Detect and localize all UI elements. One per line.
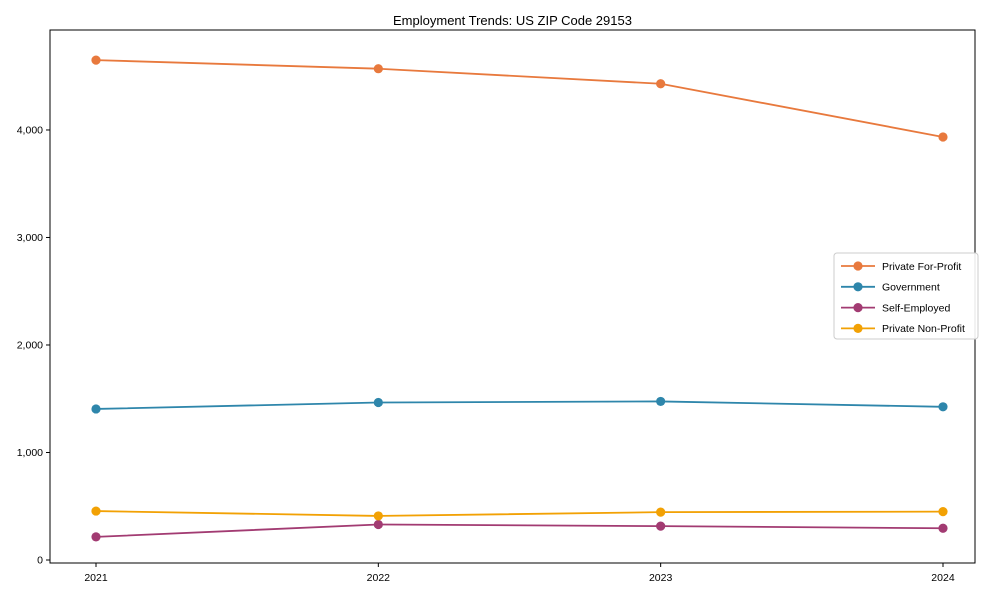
legend-marker-private-for-profit: [853, 261, 863, 271]
legend-label-private-for-profit: Private For-Profit: [882, 261, 961, 273]
x-tick-label: 2021: [84, 572, 108, 584]
data-point-government-2024: [938, 402, 948, 412]
legend-label-private-non-profit: Private Non-Profit: [882, 323, 965, 335]
chart-title: Employment Trends: US ZIP Code 29153: [393, 13, 632, 28]
data-point-government-2023: [656, 396, 666, 407]
legend-label-government: Government: [882, 282, 940, 294]
data-point-self-employed-2024: [938, 523, 948, 533]
data-point-private-non-profit-2021: [91, 506, 101, 516]
legend-box: [833, 252, 979, 340]
legend-marker-government: [853, 282, 863, 292]
y-tick-label: 1,000: [17, 447, 43, 459]
legend-marker-private-non-profit: [853, 323, 863, 333]
x-tick-label: 2024: [931, 572, 955, 584]
data-point-government-2021: [91, 404, 101, 414]
legend-label-self-employed: Self-Employed: [882, 302, 950, 314]
y-tick-label: 3,000: [17, 232, 43, 244]
series-line-government: [95, 400, 944, 410]
y-tick-label: 2,000: [17, 339, 43, 351]
data-point-private-for-profit-2023: [656, 79, 666, 89]
data-point-private-for-profit-2021: [91, 55, 101, 65]
y-tick-label: 4,000: [17, 124, 43, 136]
series-line-self-employed: [95, 523, 943, 538]
legend-marker-self-employed: [853, 303, 863, 313]
x-tick-label: 2023: [649, 572, 673, 584]
data-point-private-non-profit-2024: [938, 507, 948, 517]
data-point-government-2022: [373, 397, 383, 408]
x-tick-label: 2022: [367, 572, 391, 584]
y-tick-label: 0: [37, 554, 43, 566]
data-point-self-employed-2021: [91, 532, 101, 542]
data-point-private-for-profit-2024: [938, 132, 948, 142]
series-line-private-non-profit: [95, 510, 943, 517]
data-point-private-for-profit-2022: [373, 64, 383, 74]
data-point-self-employed-2022: [373, 519, 383, 530]
data-point-private-non-profit-2022: [373, 511, 383, 521]
series-line-private-for-profit: [95, 59, 944, 138]
data-point-private-non-profit-2023: [656, 507, 666, 517]
data-point-self-employed-2023: [656, 521, 666, 531]
